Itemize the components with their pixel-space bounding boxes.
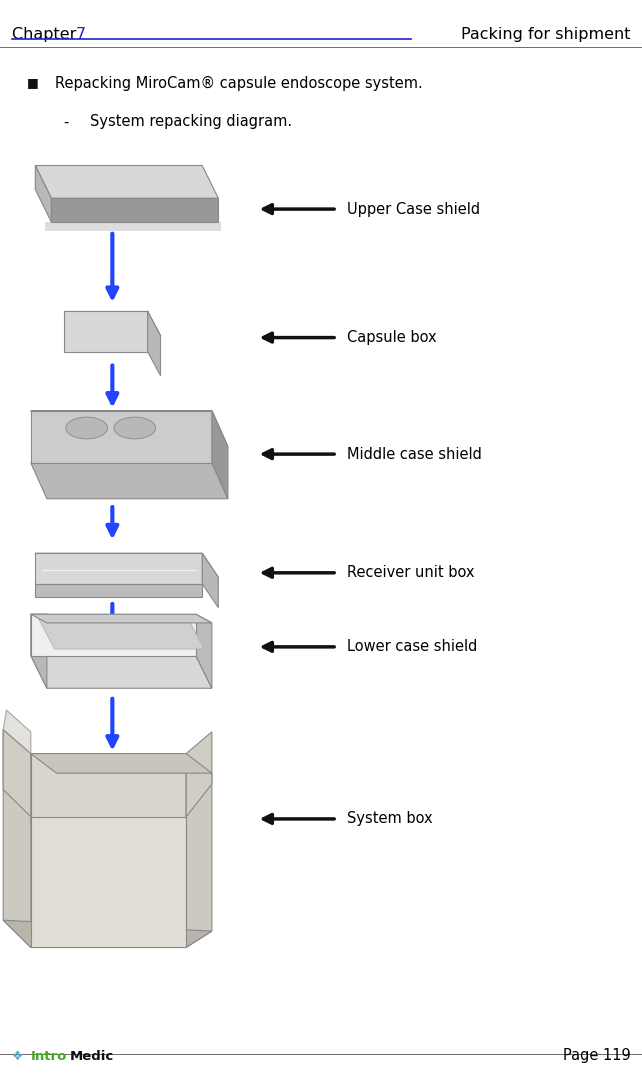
Text: Medic: Medic — [69, 1050, 114, 1063]
Text: System box: System box — [347, 811, 432, 827]
Polygon shape — [212, 411, 228, 499]
Polygon shape — [31, 614, 47, 688]
Ellipse shape — [65, 417, 107, 439]
Polygon shape — [39, 619, 204, 649]
Polygon shape — [31, 411, 228, 446]
Text: Receiver unit box: Receiver unit box — [347, 565, 474, 580]
Text: -: - — [63, 114, 68, 130]
Polygon shape — [35, 166, 218, 198]
Polygon shape — [31, 614, 212, 623]
Polygon shape — [35, 584, 202, 597]
Text: ■: ■ — [27, 76, 39, 89]
Polygon shape — [186, 732, 212, 817]
Polygon shape — [3, 730, 31, 817]
Polygon shape — [64, 311, 148, 352]
Polygon shape — [35, 553, 202, 584]
Text: ❖: ❖ — [12, 1050, 23, 1063]
Polygon shape — [35, 166, 51, 222]
Text: 7: 7 — [76, 26, 86, 41]
Text: Repacking MiroCam® capsule endoscope system.: Repacking MiroCam® capsule endoscope sys… — [55, 76, 422, 91]
Polygon shape — [31, 411, 212, 463]
Polygon shape — [31, 754, 186, 947]
Text: Capsule box: Capsule box — [347, 330, 437, 345]
Polygon shape — [196, 614, 212, 688]
Text: System repacking diagram.: System repacking diagram. — [90, 114, 292, 130]
Text: Chapter: Chapter — [12, 26, 81, 41]
Polygon shape — [31, 817, 186, 947]
Polygon shape — [202, 553, 218, 608]
Text: Packing for shipment: Packing for shipment — [461, 26, 630, 41]
Polygon shape — [51, 198, 218, 222]
Polygon shape — [3, 730, 31, 947]
Polygon shape — [186, 754, 212, 947]
Polygon shape — [3, 920, 212, 947]
Polygon shape — [148, 311, 160, 376]
Text: Middle case shield: Middle case shield — [347, 446, 482, 462]
Polygon shape — [31, 754, 212, 773]
Text: Upper Case shield: Upper Case shield — [347, 201, 480, 217]
Polygon shape — [64, 311, 160, 335]
Text: Intro: Intro — [31, 1050, 67, 1063]
Polygon shape — [3, 710, 31, 754]
Ellipse shape — [114, 417, 155, 439]
Polygon shape — [31, 463, 228, 499]
Polygon shape — [35, 553, 218, 577]
Polygon shape — [45, 222, 221, 231]
Text: Lower case shield: Lower case shield — [347, 639, 477, 654]
Polygon shape — [31, 656, 212, 688]
Polygon shape — [31, 614, 196, 656]
Text: Page 119: Page 119 — [562, 1048, 630, 1063]
